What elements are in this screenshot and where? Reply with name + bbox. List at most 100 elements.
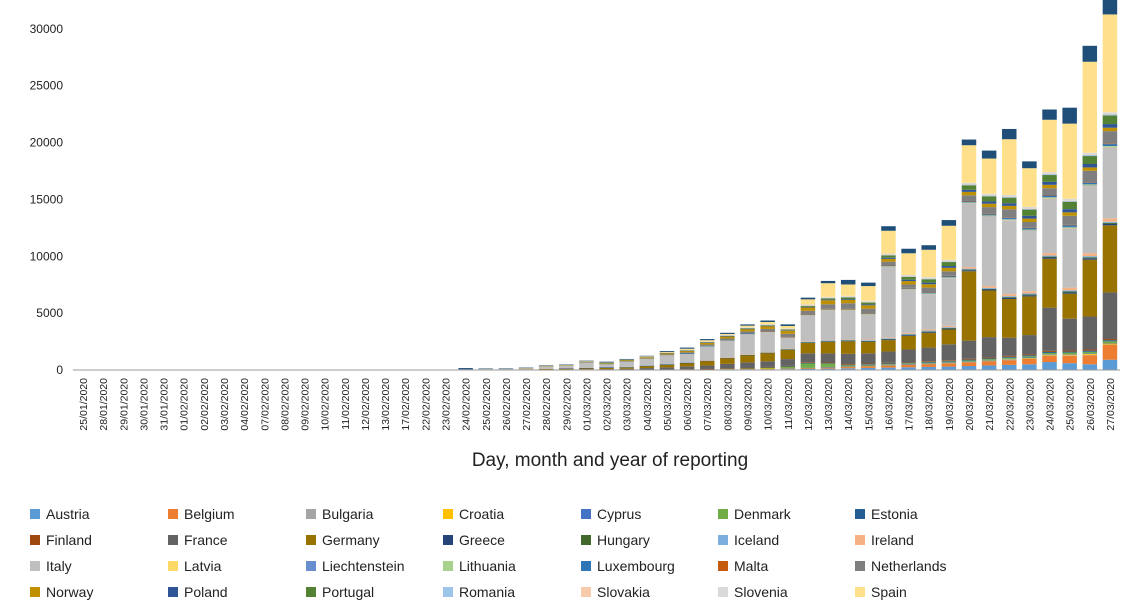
bar-segment [820, 367, 836, 369]
bar-segment [639, 365, 655, 369]
bar-segment [981, 214, 997, 216]
legend-swatch [855, 535, 865, 545]
bar-segment [1042, 256, 1057, 258]
bar-segment [840, 339, 856, 341]
x-tick-label: 30/01/2020 [138, 378, 150, 431]
x-tick-label: 23/03/2020 [1024, 378, 1036, 431]
legend-item: Poland [168, 583, 228, 601]
bar-segment [760, 367, 775, 369]
bar-segment [1042, 354, 1057, 356]
bar-segment [1002, 337, 1017, 356]
bar-segment [720, 340, 735, 341]
bar-segment [619, 359, 634, 361]
bar-segment [961, 185, 977, 190]
legend-item: Romania [443, 583, 515, 601]
bar-segment [981, 360, 997, 362]
bar-segment [1102, 225, 1118, 293]
bar-segment [1022, 364, 1037, 370]
bar-segment [800, 297, 816, 300]
bar-segment [861, 364, 876, 365]
bar-segment [740, 355, 755, 363]
bar-segment [1102, 14, 1118, 113]
bar-segment [820, 353, 836, 363]
bar-segment [981, 196, 997, 202]
bar-segment [981, 150, 997, 159]
bar-segment [941, 275, 957, 277]
legend-item: Estonia [855, 505, 918, 523]
bar-segment [679, 362, 695, 367]
bar-segment [1042, 362, 1057, 370]
bar-segment [760, 353, 775, 362]
bar-segment [1042, 258, 1057, 308]
x-tick-label: 18/03/2020 [924, 378, 936, 431]
legend-swatch [30, 561, 40, 571]
bar-segment [579, 362, 594, 369]
bar-segment [639, 358, 655, 359]
bar-segment [1042, 355, 1057, 356]
bar-segment [559, 364, 574, 366]
bar-segment [780, 329, 796, 331]
bar-segment [881, 226, 896, 231]
bar-segment [1082, 182, 1098, 183]
x-tick-label: 26/02/2020 [501, 378, 513, 431]
x-tick-label: 10/02/2020 [320, 378, 332, 431]
bar-segment [981, 286, 997, 288]
bar-segment [881, 255, 896, 258]
bar-segment [538, 366, 554, 369]
bar-segment [1002, 356, 1017, 358]
bar-segment [559, 368, 574, 370]
bar-segment [1102, 292, 1118, 340]
x-tick-label: 02/03/2020 [602, 378, 614, 431]
bar-segment [820, 308, 836, 310]
bar-segment [1062, 354, 1077, 355]
bar-segment [1102, 344, 1118, 360]
bar-segment [720, 363, 735, 369]
bar-segment [840, 340, 856, 342]
bar-segment [981, 207, 997, 214]
bar-segment [881, 265, 896, 266]
x-tick-label: 27/02/2020 [521, 378, 533, 431]
bar-segment [1002, 359, 1017, 361]
bar-segment [1042, 307, 1057, 351]
bar-segment [840, 284, 856, 296]
bar-segment [1102, 340, 1118, 342]
bar-segment [820, 340, 836, 342]
bar-segment [1002, 357, 1017, 359]
bar-segment [538, 365, 554, 367]
bar-segment [1002, 296, 1017, 298]
bar-segment [1082, 253, 1098, 257]
bar-segment [1082, 354, 1098, 356]
bar-segment [800, 314, 816, 315]
bar-segment [1022, 357, 1037, 358]
bar-segment [881, 338, 896, 340]
bar-segment [659, 354, 675, 356]
bar-segment [1042, 196, 1057, 198]
bar-segment [901, 287, 916, 289]
bar-segment [579, 360, 594, 362]
bar-segment [800, 363, 816, 368]
bar-segment [941, 277, 957, 278]
bar-segment [1042, 188, 1057, 196]
bar-segment [921, 361, 936, 363]
bar-segment [840, 279, 856, 285]
bar-segment [901, 274, 916, 277]
bar-segment [498, 368, 514, 369]
bar-segment [780, 328, 796, 329]
bar-segment [1082, 185, 1098, 186]
y-tick-label: 5000 [36, 306, 63, 320]
bar-segment [780, 368, 796, 369]
bar-segment [599, 367, 614, 368]
bar-segment [780, 330, 796, 331]
bar-segment [619, 358, 634, 360]
bar-segment [720, 368, 735, 370]
bar-segment [941, 344, 957, 361]
bar-segment [881, 258, 896, 262]
legend-swatch [581, 587, 591, 597]
bar-segment [921, 363, 936, 365]
bar-segment [740, 324, 755, 326]
bar-segment [861, 341, 876, 354]
bar-segment [1062, 290, 1077, 292]
bar-segment [1002, 218, 1017, 220]
bar-segment [800, 342, 816, 343]
bar-segment [1042, 355, 1057, 363]
